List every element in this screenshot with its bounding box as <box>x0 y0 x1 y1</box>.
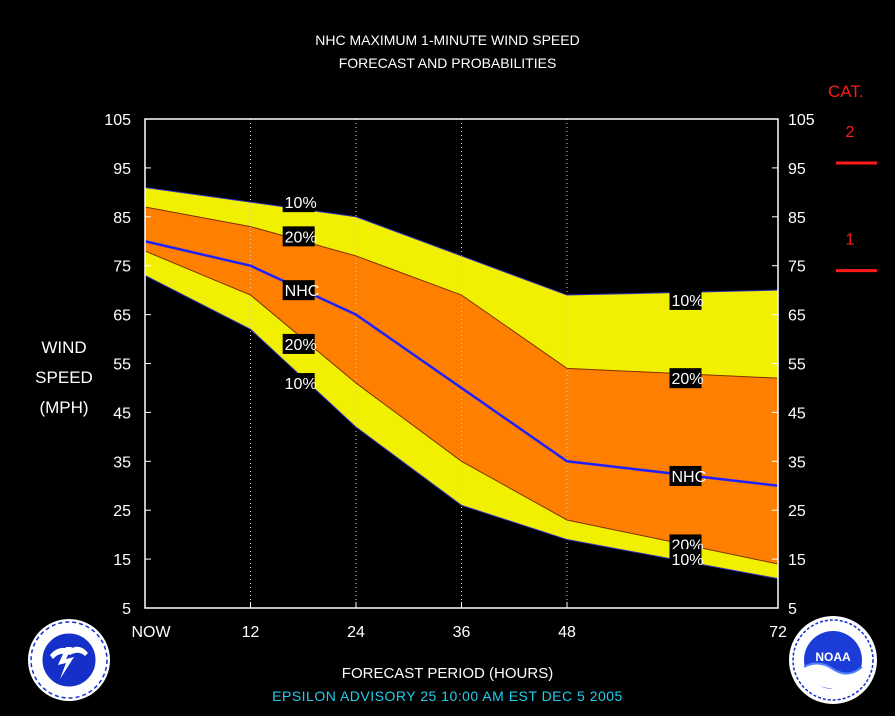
y-tick-label-left: 75 <box>113 259 131 276</box>
series-label-box <box>669 465 702 486</box>
series-label-box <box>282 373 315 394</box>
y-tick-label-right: 65 <box>788 308 806 325</box>
series-label-box <box>282 280 315 301</box>
series-label: 10% <box>285 195 317 212</box>
x-tick-label: 72 <box>769 624 787 641</box>
series-label: 20% <box>672 371 704 388</box>
noaa-logo-text: NOAA <box>815 650 851 664</box>
series-label-box <box>282 226 315 247</box>
series-label: 20% <box>285 229 317 246</box>
series-label: NHC <box>285 283 320 300</box>
y-axis-label-line3: (MPH) <box>39 398 89 417</box>
category-title: CAT. <box>828 82 864 101</box>
x-tick-label: 36 <box>453 624 471 641</box>
y-tick-label-left: 65 <box>113 308 131 325</box>
y-tick-label-right: 35 <box>788 454 806 471</box>
series-label-box <box>669 289 702 310</box>
chart-title-line1: NHC MAXIMUM 1-MINUTE WIND SPEED <box>315 32 580 48</box>
chart-title-line2: FORECAST AND PROBABILITIES <box>338 55 557 71</box>
x-axis-label: FORECAST PERIOD (HOURS) <box>341 665 554 682</box>
x-tick-label: NOW <box>131 624 171 641</box>
y-tick-label-right: 95 <box>788 161 806 178</box>
y-tick-label-right: 105 <box>788 112 815 129</box>
category-label: 2 <box>846 124 855 141</box>
x-tick-label: 12 <box>242 624 260 641</box>
y-tick-label-left: 15 <box>113 552 131 569</box>
y-tick-label-right: 55 <box>788 357 806 374</box>
y-tick-label-left: 85 <box>113 210 131 227</box>
category-label: 1 <box>846 232 855 249</box>
x-tick-label: 24 <box>347 624 365 641</box>
y-tick-label-right: 85 <box>788 210 806 227</box>
y-axis-label-line1: WIND <box>41 338 87 357</box>
y-tick-label-left: 45 <box>113 405 131 422</box>
y-tick-label-left: 35 <box>113 454 131 471</box>
series-line-nhc <box>144 240 779 487</box>
series-line-20-percent <box>144 206 779 379</box>
y-axis-label-line2: SPEED <box>35 368 93 387</box>
y-tick-label-right: 25 <box>788 503 806 520</box>
series-label: NHC <box>672 469 707 486</box>
y-tick-label-right: 75 <box>788 259 806 276</box>
series-label: 10% <box>672 552 704 569</box>
series-label-box <box>282 333 315 354</box>
advisory-text: EPSILON ADVISORY 25 10:00 AM EST DEC 5 2… <box>272 688 623 704</box>
series-label: 20% <box>285 337 317 354</box>
y-tick-label-left: 105 <box>104 112 131 129</box>
series-label: 10% <box>672 293 704 310</box>
series-line-10-percent <box>144 275 779 580</box>
y-tick-label-right: 15 <box>788 552 806 569</box>
y-tick-label-right: 45 <box>788 405 806 422</box>
series-label-box <box>669 368 702 389</box>
y-tick-label-right: 5 <box>788 601 797 618</box>
series-label-box <box>669 549 702 570</box>
noaa-logo: NOAA <box>789 616 877 704</box>
series-label: 10% <box>285 376 317 393</box>
x-tick-label: 48 <box>558 624 576 641</box>
y-tick-label-left: 5 <box>122 601 131 618</box>
y-tick-label-left: 25 <box>113 503 131 520</box>
y-tick-label-left: 55 <box>113 357 131 374</box>
series-line-10-percent <box>144 186 779 296</box>
series-label-box <box>282 192 315 213</box>
y-tick-label-left: 95 <box>113 161 131 178</box>
series-line-20-percent <box>144 250 779 565</box>
nws-logo <box>28 619 110 701</box>
